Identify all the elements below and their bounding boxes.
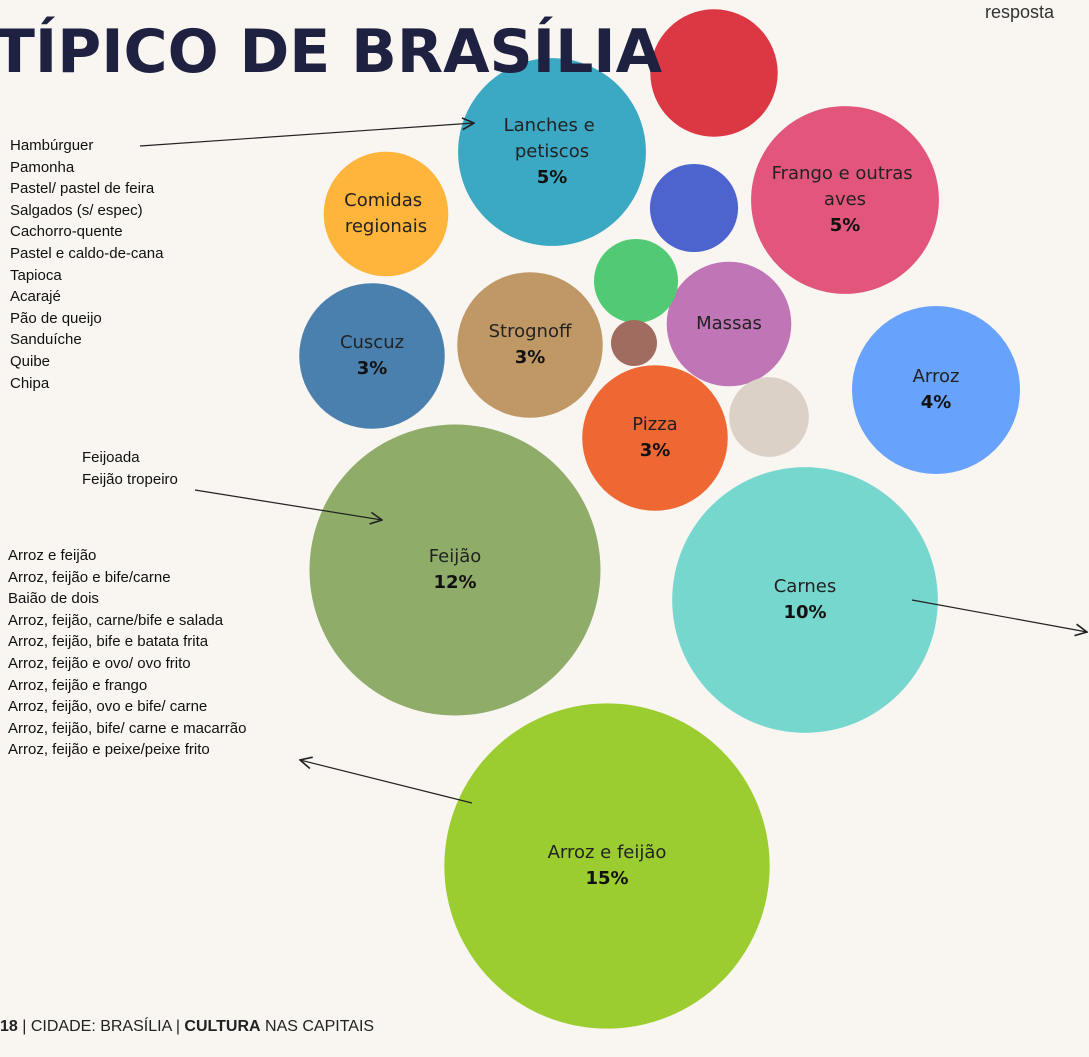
annotation-list: Hambúrguer Pamonha Pastel/ pastel de feira… [10,135,163,394]
bubble [852,306,1020,474]
bubble [457,272,603,418]
annotation-list: Feijoada Feijão tropeiro [82,447,178,490]
annotation-item: Cachorro-quente [10,223,123,241]
annotation-item: Arroz, feijão e bife/carne [8,568,171,586]
footer-city: CIDADE: BRASÍLIA [30,1018,172,1035]
annotation-list: Arroz e feijão Arroz, feijão e bife/carne… [8,545,246,761]
bubble [666,261,792,387]
value-label: 4% [921,392,952,413]
footer-rest: NAS CAPITAIS [265,1018,375,1035]
bubble-label: Pizza [632,414,677,435]
value-label: 10% [783,602,826,623]
annotation-item: Pão de queijo [10,309,102,327]
footer: 18 | CIDADE: BRASÍLIA | CULTURA NAS CAPI… [0,1018,374,1036]
annotation-item: Feijão tropeiro [82,470,178,488]
bubble-label: Frango e outras aves [772,163,919,210]
bubble-label: Strognoff [489,321,572,342]
annotation-item: Arroz, feijão e ovo/ ovo frito [8,654,191,672]
bubble-label: Arroz [913,366,960,387]
bubble [650,9,778,137]
annotation-item: Pastel e caldo-de-cana [10,244,164,262]
bubble [649,163,739,253]
value-label: 3% [640,440,671,461]
value-label: 3% [357,358,388,379]
bubble-label: Carnes [774,576,837,597]
arrow [300,760,473,804]
value-label: 12% [433,572,476,593]
annotation-item: Pastel/ pastel de feira [10,180,155,198]
bubble [751,106,939,294]
annotation-item: Chipa [10,374,50,392]
bubble-label: Feijão [429,546,482,567]
value-label: 5% [830,215,861,236]
bubble-label: Massas [696,313,762,334]
bubble [594,239,678,323]
annotation-item: Tapioca [10,266,62,284]
page-number: 18 [0,1018,18,1035]
annotation-item: Arroz, feijão, carne/bife e salada [8,611,224,629]
annotation-item: Arroz e feijão [8,547,97,564]
bubble [672,467,938,733]
bubble [299,283,445,429]
bubble [444,703,770,1029]
bubbles: Arroz e feijão 15% Feijão 12% Carnes 10% Lanch… [299,9,1020,1029]
annotation-item: Pamonha [10,158,75,176]
annotation-item: Acarajé [10,288,61,306]
bubble-label: Arroz e feijão [548,842,667,863]
separator: | [22,1018,27,1035]
annotation-item: Arroz, feijão e peixe/peixe frito [8,741,210,759]
annotation-item: Arroz, feijão, ovo e bife/ carne [8,698,208,716]
arrow [194,489,382,520]
bubble [582,365,728,511]
annotation-item: Baião de dois [8,590,99,608]
bubble-label: Cuscuz [340,332,404,353]
bubble [729,377,809,457]
arrow [911,599,1087,632]
value-label: 15% [585,868,628,889]
annotation-item: Arroz, feijão e frango [8,676,148,694]
footer-section: CULTURA [184,1018,261,1035]
annotation-item: Arroz, feijão, bife e batata frita [8,633,209,651]
bubble-label: Comidas regionais [344,190,428,237]
annotation-item: Sanduíche [10,331,82,349]
annotation-item: Feijoada [82,449,140,466]
separator: | [175,1018,180,1035]
arrows [139,123,1087,804]
bubble [309,424,601,716]
value-label: 5% [537,167,568,188]
bubble [323,151,449,277]
bubble [458,58,646,246]
annotation-item: Arroz, feijão, bife/ carne e macarrão [8,719,247,737]
arrow [139,123,474,147]
value-label: 3% [515,347,546,368]
annotation-item: Hambúrguer [10,137,94,154]
corner-note: resposta [985,2,1055,22]
chart-title: TÍPICO DE BRASÍLIA [0,15,663,87]
annotation-item: Quibe [10,352,51,370]
annotation-item: Salgados (s/ espec) [10,201,143,219]
bubble [610,319,658,367]
bubble-label: Lanches e petiscos [504,115,601,162]
